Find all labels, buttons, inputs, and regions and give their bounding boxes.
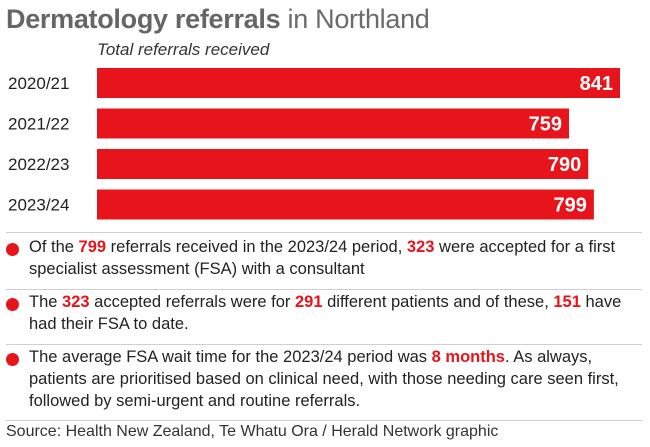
note-text: The average FSA wait time for the 2023/2… bbox=[29, 346, 641, 412]
highlight-value: 323 bbox=[62, 293, 90, 311]
chart-title: Dermatology referrals in Northland bbox=[6, 2, 430, 36]
bar-value-label: 759 bbox=[529, 114, 562, 136]
note-text-segment: Of the bbox=[29, 238, 79, 256]
divider bbox=[6, 289, 642, 290]
note-text-segment: The bbox=[29, 293, 63, 311]
category-label: 2022/23 bbox=[8, 155, 69, 174]
note-text-segment: accepted referrals were for bbox=[89, 293, 295, 311]
category-label: 2020/21 bbox=[8, 74, 69, 93]
highlight-value: 323 bbox=[406, 238, 435, 256]
bullet-dot-icon bbox=[6, 353, 19, 366]
source-credit: Source: Health New Zealand, Te Whatu Ora… bbox=[6, 423, 499, 440]
bar bbox=[97, 108, 570, 139]
highlight-value: 151 bbox=[553, 293, 581, 311]
note-text-segment: referrals received in the 2023/24 period… bbox=[106, 238, 407, 256]
chart-title-rest: in Northland bbox=[287, 4, 430, 34]
note-item: Of the 799 referrals received in the 202… bbox=[0, 235, 650, 290]
note-text-segment: The average FSA wait time for the 2023/2… bbox=[29, 348, 432, 366]
divider bbox=[6, 420, 642, 421]
note-text-segment: different patients and of these, bbox=[322, 293, 554, 311]
note-text: Of the 799 referrals received in the 202… bbox=[29, 236, 641, 280]
note-item: The average FSA wait time for the 2023/2… bbox=[0, 345, 650, 420]
bullet-dot-icon bbox=[6, 243, 19, 256]
note-text-segment: were accepted for a first specialist ass… bbox=[29, 238, 616, 278]
category-label: 2021/22 bbox=[8, 115, 69, 134]
note-item: The 323 accepted referrals were for 291 … bbox=[0, 290, 650, 345]
bar-chart: 2020/21 841 2021/22 759 2022/23 790 2023/24 799 bbox=[8, 68, 620, 220]
note-text-segment: have had their FSA to date. bbox=[29, 293, 622, 333]
highlight-value: 799 bbox=[78, 238, 107, 256]
highlight-value: 8 months bbox=[431, 348, 505, 366]
highlight-value: 291 bbox=[294, 293, 323, 311]
bar-value-label: 841 bbox=[580, 73, 613, 95]
note-text-segment: . As always, patients are prioritised ba… bbox=[29, 348, 619, 410]
chart-title-bold: Dermatology referrals bbox=[6, 4, 281, 34]
chart-subtitle: Total referrals received bbox=[97, 40, 270, 59]
bar bbox=[97, 149, 589, 179]
bar-value-label: 799 bbox=[554, 195, 587, 217]
bar-value-label: 790 bbox=[548, 154, 581, 176]
divider bbox=[6, 344, 642, 345]
divider bbox=[6, 232, 642, 233]
category-label: 2023/24 bbox=[8, 196, 69, 215]
note-text: The 323 accepted referrals were for 291 … bbox=[29, 291, 641, 335]
bar bbox=[97, 68, 620, 98]
bar bbox=[97, 189, 594, 220]
bullet-dot-icon bbox=[6, 298, 19, 311]
